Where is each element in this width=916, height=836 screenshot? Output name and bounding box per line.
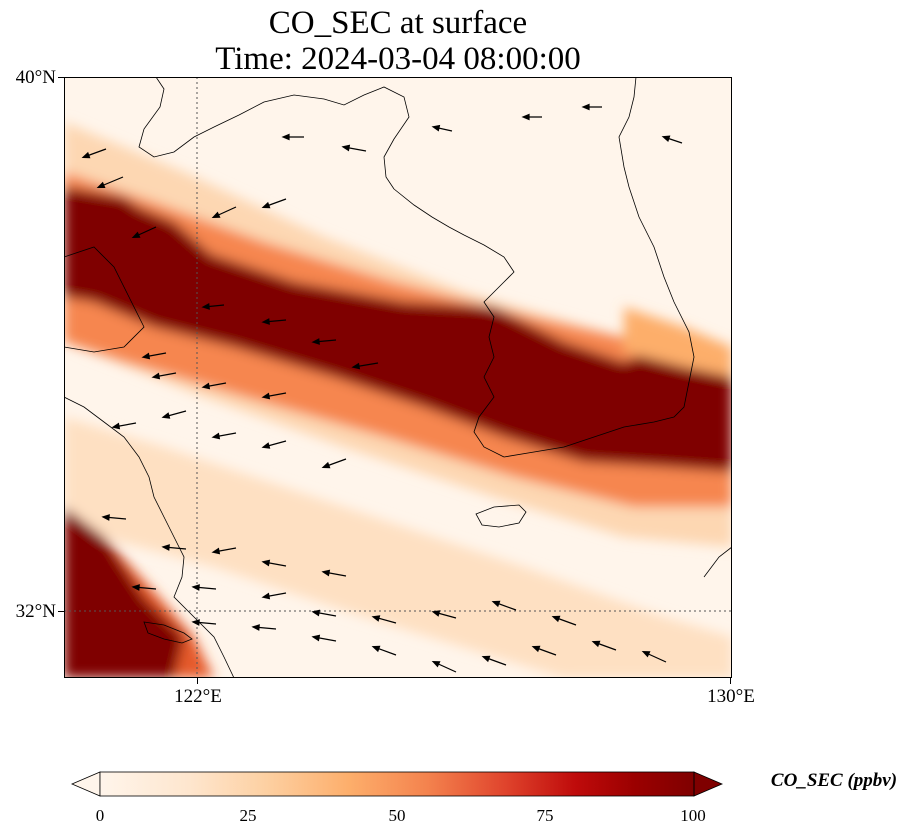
wind-vector-head — [161, 544, 170, 551]
wind-vector-head — [431, 610, 441, 617]
colorbar-extend-low — [70, 771, 101, 797]
wind-vector-head — [371, 645, 381, 653]
lon-label-122e: 122°E — [174, 686, 222, 707]
wind-vector-head — [251, 624, 260, 631]
wind-vector-head — [191, 619, 200, 626]
wind-vector-head — [81, 151, 91, 159]
plume-core — [64, 187, 732, 472]
wind-vector-head — [311, 338, 320, 345]
wind-vector-head — [481, 655, 491, 663]
wind-vector-head — [131, 584, 140, 591]
wind-vector-head — [211, 211, 221, 219]
wind-vector-head — [321, 461, 331, 469]
wind-vector-head — [261, 201, 271, 209]
wind-vector-head — [551, 615, 561, 623]
plume-northeast-wedge — [624, 307, 732, 377]
wind-vector-head — [431, 660, 441, 668]
co-sec-field — [64, 122, 732, 678]
map-title: CO_SEC at surface — [268, 5, 528, 41]
gridlines — [64, 77, 732, 678]
lon-tick-122e — [197, 678, 198, 684]
wind-vector-head — [261, 592, 271, 600]
lat-tick-32n — [58, 611, 64, 612]
wind-vector-head — [641, 650, 651, 658]
wind-vector-head — [96, 181, 106, 188]
colorbar-tick-100: 100 — [680, 806, 706, 825]
colorbar-tick-0: 0 — [95, 806, 105, 825]
map-canvas — [64, 77, 732, 678]
wind-vector-head — [161, 412, 171, 419]
wind-vector-head — [341, 144, 351, 152]
coastline-jeju — [475, 504, 527, 528]
wind-vector-head — [261, 392, 271, 400]
wind-vector-head — [661, 135, 671, 142]
coastline-korea-south — [503, 77, 695, 458]
wind-vector-head — [521, 113, 530, 121]
colorbar-tick-25: 25 — [239, 806, 257, 825]
wind-vector-head — [431, 124, 441, 132]
coastlines — [64, 77, 732, 678]
wind-vector-head — [141, 352, 151, 360]
wind-vector-head — [531, 645, 541, 653]
colorbar-tick-50: 50 — [388, 806, 406, 825]
colorbar-label: CO_SEC (ppbv) — [770, 770, 898, 791]
wind-vector-head — [311, 609, 321, 617]
wind-vector-head — [351, 362, 361, 370]
lon-label-130e: 130°E — [707, 686, 755, 707]
wind-vector-head — [101, 514, 110, 521]
coastline-changjiang-island — [143, 621, 193, 644]
wind-vector-head — [371, 615, 381, 622]
wind-vector-head — [201, 382, 211, 390]
lat-tick-40n — [58, 77, 64, 78]
wind-vector-head — [581, 103, 590, 111]
wind-vector-head — [261, 442, 271, 449]
lon-tick-130e — [730, 678, 731, 684]
wind-vector-head — [281, 133, 290, 141]
wind-vector-head — [191, 584, 200, 591]
coastline-liaodong — [138, 77, 410, 190]
plume-southwest-edge — [104, 537, 214, 678]
lat-label-40n: 40°N — [15, 67, 56, 88]
wind-vector-head — [151, 372, 161, 380]
colorbar — [70, 771, 724, 797]
wind-vector-head — [111, 422, 121, 430]
colorbar-extend-high — [693, 771, 724, 797]
colorbar-tick-75: 75 — [536, 806, 554, 825]
coastline-japan-tip — [703, 546, 732, 578]
wind-vector-head — [201, 303, 210, 310]
wind-vector-head — [131, 231, 141, 239]
coastline-china-east — [64, 396, 235, 678]
coastline-korea-west — [393, 188, 515, 458]
wind-vector-head — [211, 547, 221, 555]
wind-vector-head — [321, 569, 331, 577]
wind-vector-head — [591, 640, 601, 648]
wind-vectors — [81, 103, 683, 673]
wind-vector-head — [211, 432, 221, 440]
map-time-subtitle: Time: 2024-03-04 08:00:00 — [215, 41, 581, 77]
colorbar-gradient — [100, 772, 694, 796]
colorbar-outline — [99, 771, 695, 797]
coastline-shandong — [64, 246, 145, 353]
plume-southern-tail — [64, 417, 732, 678]
wind-vector-head — [311, 634, 321, 642]
wind-vector-head — [491, 600, 501, 608]
wind-vector-head — [261, 559, 271, 567]
lat-label-32n: 32°N — [15, 601, 56, 622]
wind-vector-head — [261, 318, 270, 325]
